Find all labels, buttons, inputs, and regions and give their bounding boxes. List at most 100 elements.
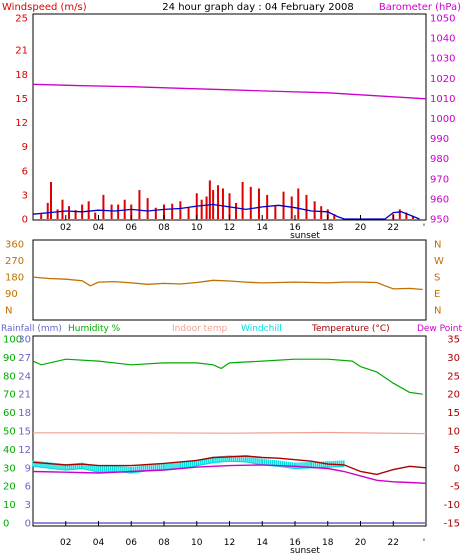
rainfall-tick: 24 — [18, 371, 31, 382]
humidity-series — [32, 358, 423, 395]
humidity-tick: 0 — [3, 519, 9, 530]
rainfall-tick: 15 — [18, 427, 31, 438]
windspeed-tick: 6 — [22, 166, 28, 177]
x-tick-label: 18 — [322, 223, 334, 233]
x-tick-label: 16 — [289, 223, 301, 233]
barometer-tick: 1030 — [430, 54, 455, 65]
direction-degree-tick: 270 — [5, 256, 24, 267]
direction-degree-tick: 360 — [5, 240, 24, 251]
barometer-tick: 1050 — [430, 14, 455, 25]
dew-point-line — [32, 464, 427, 484]
barometer-tick-labels: 950 960 970 980 990 1000 1010 1020 1030 1040 1050 — [430, 14, 455, 226]
windspeed-tick: 18 — [15, 70, 28, 81]
x-tick-label: 22 — [388, 538, 399, 548]
compass-tick: N — [434, 306, 441, 317]
barometer-line — [32, 83, 427, 100]
humidity-tick: 100 — [3, 335, 22, 346]
humidity-tick: 80 — [3, 371, 16, 382]
dew-point-series — [32, 464, 427, 484]
rainfall-axis-title: Rainfall (mm) — [1, 324, 62, 334]
humidity-tick-labels: 0 10 20 30 40 50 60 70 80 90 100 — [3, 335, 22, 530]
temperature-line — [32, 455, 427, 476]
humidity-tick: 40 — [3, 445, 16, 456]
x-tick-label: 18 — [322, 538, 334, 548]
windspeed-tick: 15 — [15, 94, 28, 105]
x-tick-label: 14 — [257, 223, 269, 233]
time-tick-labels-bottom: 02 04 06 08 10 12 14 16 18 20 22 ' — [60, 521, 425, 548]
sunset-label-bottom: sunset — [290, 546, 320, 556]
x-tick-label: 02 — [60, 223, 71, 233]
x-tick-label: 10 — [191, 538, 203, 548]
humidity-tick: 20 — [3, 482, 16, 493]
compass-tick: N — [434, 240, 441, 251]
temperature-tick-labels: -15 -10 -5 0 5 10 15 20 25 30 35 — [444, 335, 460, 530]
temperature-tick: 5 — [454, 445, 460, 456]
humidity-line — [32, 358, 423, 395]
wind-average-line — [32, 203, 420, 220]
x-tick-label: 08 — [158, 538, 170, 548]
x-tick-label: 04 — [93, 538, 105, 548]
temperature-legend: Temperature (°C) — [311, 324, 390, 334]
x-tick-label: 12 — [224, 223, 235, 233]
wind-direction-series — [32, 276, 423, 291]
x-end-marker: ' — [423, 538, 425, 548]
barometer-tick: 1020 — [430, 74, 455, 85]
rainfall-tick: 6 — [25, 482, 31, 493]
rainfall-tick: 27 — [18, 353, 31, 364]
indoor-temp-line — [33, 431, 427, 435]
windspeed-tick: 0 — [22, 215, 28, 226]
windchill-series — [32, 455, 345, 474]
humidity-tick: 30 — [3, 463, 16, 474]
direction-degree-tick: N — [5, 306, 12, 317]
wind-barometer-plot-frame — [32, 13, 427, 221]
x-tick-label: 08 — [158, 223, 170, 233]
compass-tick: S — [434, 273, 440, 284]
rainfall-tick: 18 — [18, 408, 31, 419]
rainfall-tick: 30 — [18, 335, 31, 346]
temperature-tick: 10 — [447, 427, 460, 438]
rainfall-tick: 9 — [25, 463, 31, 474]
indoor-temp-legend: Indoor temp — [172, 324, 227, 334]
direction-degree-tick-labels: N 90 180 270 360 — [5, 240, 24, 317]
x-tick-label: 10 — [191, 223, 203, 233]
compass-tick: E — [434, 289, 440, 300]
barometer-tick: 990 — [430, 134, 449, 145]
barometer-tick: 1010 — [430, 94, 455, 105]
barometer-tick: 980 — [430, 154, 449, 165]
windspeed-tick: 3 — [22, 190, 28, 201]
temperature-series — [32, 455, 427, 476]
windchill-legend: Windchill — [241, 324, 282, 334]
wind-direction-plot-frame — [32, 239, 427, 321]
chart-title: 24 hour graph day : 04 February 2008 — [162, 2, 353, 13]
temperature-tick: -10 — [444, 500, 460, 511]
indoor-temp-series — [33, 431, 427, 435]
x-tick-label: 02 — [60, 538, 71, 548]
temperature-tick: -15 — [444, 519, 460, 530]
rainfall-tick: 3 — [25, 500, 31, 511]
windspeed-tick: 25 — [15, 14, 28, 25]
barometer-tick: 1000 — [430, 114, 455, 125]
x-tick-label: 20 — [355, 223, 367, 233]
rainfall-tick-labels: 0 3 6 9 12 15 18 21 24 27 30 — [18, 335, 31, 530]
wind-average-series — [32, 203, 420, 220]
time-tick-labels-top: 02 04 06 08 10 12 14 16 18 20 22 ' — [60, 215, 425, 233]
direction-degree-tick: 180 — [5, 273, 24, 284]
windspeed-tick: 12 — [15, 118, 28, 129]
direction-degree-tick: 90 — [5, 289, 18, 300]
sunset-label-top: sunset — [290, 231, 320, 241]
x-tick-label: 06 — [126, 538, 138, 548]
windchill-line — [32, 460, 345, 474]
x-tick-label: 04 — [93, 223, 105, 233]
x-tick-label: 06 — [126, 223, 138, 233]
barometer-axis-title: Barometer (hPa) — [379, 2, 461, 13]
humidity-tick: 70 — [3, 390, 16, 401]
barometer-tick: 1040 — [430, 34, 455, 45]
humidity-tick: 10 — [3, 500, 16, 511]
windspeed-tick: 21 — [15, 46, 28, 57]
rainfall-tick: 12 — [18, 445, 31, 456]
temperature-tick: 30 — [447, 353, 460, 364]
rainfall-tick: 0 — [25, 519, 31, 530]
barometer-tick: 950 — [430, 215, 449, 226]
